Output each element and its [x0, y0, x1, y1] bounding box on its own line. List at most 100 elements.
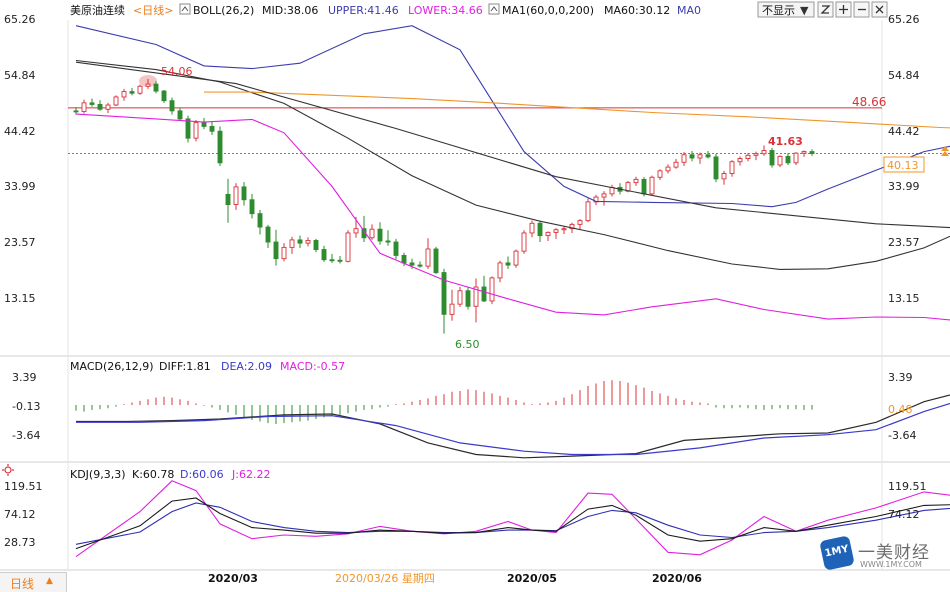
candle-up [513, 250, 519, 266]
candle-up [673, 161, 679, 168]
boll-lower-line [75, 113, 950, 321]
candle-down [377, 228, 383, 242]
candle-up [569, 223, 575, 230]
candle-up [657, 170, 663, 178]
settings-icon[interactable] [817, 1, 834, 18]
candle-down [393, 241, 399, 256]
candle-up [121, 91, 127, 98]
candle-up [649, 176, 655, 195]
candle-up [457, 290, 463, 305]
kdj-k-line [75, 497, 950, 550]
candle-up [665, 166, 671, 172]
kdj-d-line [75, 502, 950, 545]
macd-diff-line [76, 394, 950, 459]
candle-down [433, 248, 439, 274]
ma-line [75, 61, 950, 229]
close-icon[interactable] [871, 1, 888, 18]
ma60-line [204, 91, 950, 129]
hide-indicator-label: 不显示 [762, 4, 795, 17]
candle-down [641, 178, 647, 195]
period-tab-label: 日线 [10, 577, 35, 591]
candle-up [473, 286, 479, 307]
hide-indicator-button[interactable]: 不显示 ▼ [757, 1, 815, 18]
candle-up [585, 201, 591, 222]
ma-settings-icon[interactable] [488, 3, 500, 15]
candle-up [545, 231, 551, 237]
candle-down [273, 241, 279, 260]
candle-down [129, 91, 135, 94]
candle-down [265, 226, 271, 243]
ma1-label: MA1(60,0,0,200) [502, 4, 594, 17]
candle-up [681, 154, 687, 163]
candle-up [801, 151, 807, 154]
candle-up [521, 232, 527, 252]
candle-down [89, 102, 95, 105]
candle-up [449, 303, 455, 315]
candle-up [425, 248, 431, 267]
boll-settings-icon[interactable] [179, 3, 191, 15]
candle-up [345, 232, 351, 262]
chart-header: 美原油连续 <日线> BOLL(26,2) MID:38.06 UPPER:41… [70, 1, 888, 18]
candle-down [313, 239, 319, 250]
candle-up [633, 178, 639, 184]
kdj-j-line [75, 480, 950, 558]
candle-down [409, 262, 415, 266]
candle-up [553, 229, 559, 233]
period-label[interactable]: <日线> [133, 3, 173, 17]
candle-up [729, 161, 735, 174]
candle-down [705, 154, 711, 158]
candle-down [161, 90, 167, 102]
boll-upper: UPPER:41.46 [328, 4, 399, 17]
watermark-logo-icon: 1MY [819, 535, 855, 571]
candle-up [721, 173, 727, 180]
candle-up [281, 246, 287, 260]
candle-up [289, 239, 295, 248]
candle-down [337, 259, 343, 262]
candle-down [257, 213, 263, 228]
watermark-logo-text: 1MY [823, 543, 850, 560]
candle-down [185, 118, 191, 139]
boll-lower: LOWER:34.66 [408, 4, 483, 17]
candle-up [529, 222, 535, 234]
candle-down [201, 122, 207, 127]
candle-down [169, 100, 175, 112]
watermark-url: WWW.1MY.COM [860, 560, 922, 569]
candle-up [601, 193, 607, 198]
candle-down [217, 130, 223, 164]
candle-up [577, 220, 583, 225]
candle-down [385, 240, 391, 243]
candle-up [737, 158, 743, 163]
candle-up [113, 96, 119, 106]
macd-dea-line [76, 402, 950, 456]
candle-up [137, 85, 143, 94]
period-tab[interactable]: 日线 ▲ [0, 572, 67, 592]
candle-up [745, 154, 751, 159]
candle-down [713, 156, 719, 180]
boll-mid: MID:38.06 [262, 4, 318, 17]
candle-down [177, 110, 183, 120]
minus-icon[interactable] [853, 1, 870, 18]
candle-down [505, 262, 511, 266]
candle-down [465, 290, 471, 307]
candle-down [249, 199, 255, 215]
candle-down [73, 110, 79, 113]
candle-up [497, 262, 503, 279]
watermark: 1MY 一美财经 WWW.1MY.COM [818, 535, 946, 576]
boll-upper-line [75, 25, 950, 208]
candle-up [81, 102, 87, 112]
candle-down [401, 254, 407, 264]
candle-down [785, 155, 791, 164]
plus-icon[interactable] [835, 1, 852, 18]
candle-down [769, 150, 775, 166]
candle-up [369, 228, 375, 239]
candle-up [233, 186, 239, 206]
candle-down [329, 259, 335, 262]
candle-up [697, 154, 703, 159]
candle-down [321, 249, 327, 261]
boll-mid-line [75, 59, 950, 270]
candle-down [537, 222, 543, 237]
ma60-label: MA60:30.12 [604, 4, 670, 17]
candle-up [353, 228, 359, 234]
